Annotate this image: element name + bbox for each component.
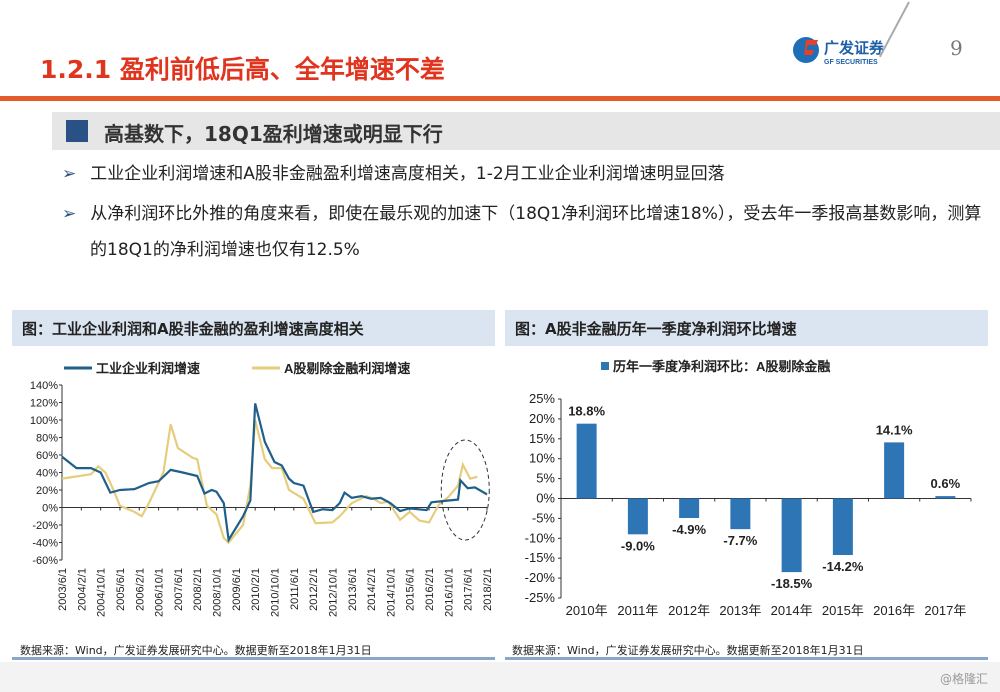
arrow-icon: ➢ bbox=[62, 204, 77, 224]
line-chart: 工业企业利润增速 A股剔除金融利润增速 140% 120% 100% 80% 60% 40% 2… bbox=[30, 361, 494, 617]
logo-cn: 广发证券 bbox=[824, 39, 885, 57]
y-tick-label: 25% bbox=[529, 391, 555, 406]
right-source: 数据来源：Wind，广发证券发展研究中心。数据更新至2018年1月31日 bbox=[512, 644, 864, 657]
x-tick-label: 2008/10/1 bbox=[212, 568, 224, 617]
x-tick-label: 2014/2/1 bbox=[366, 568, 378, 611]
footer-band bbox=[0, 662, 1000, 692]
x-tick-label: 2017年 bbox=[924, 603, 966, 618]
x-tick-label: 2013年 bbox=[719, 603, 761, 618]
bar bbox=[832, 498, 853, 556]
x-tick-label: 2006/10/1 bbox=[154, 568, 166, 617]
y-tick-label: 0% bbox=[42, 503, 58, 515]
x-tick-label: 2004/10/1 bbox=[96, 568, 108, 617]
y-tick-label: 60% bbox=[36, 450, 58, 462]
data-label: -14.2% bbox=[822, 559, 864, 574]
watermark: @格隆汇 bbox=[939, 672, 988, 686]
x-tick-label: 2016年 bbox=[873, 603, 915, 618]
y-tick-label: 10% bbox=[529, 451, 555, 466]
x-tick-label: 2012年 bbox=[668, 603, 710, 618]
data-label: 0.6% bbox=[931, 476, 961, 491]
bar-chart: 历年一季度净利润环比：A股剔除金融 25% 20% 15% 10% 5% 0% -5% -10%… bbox=[525, 359, 972, 618]
y-tick-label: 5% bbox=[536, 471, 555, 486]
x-tick-label: 2010/10/1 bbox=[270, 568, 282, 617]
bullet-1: ➢ 工业企业利润增速和A股非金融盈利增速高度相关，1-2月工业企业利润增速明显回落 bbox=[62, 164, 725, 184]
y-tick-label: -5% bbox=[532, 510, 556, 525]
x-tick-label: 2011年 bbox=[617, 603, 658, 618]
x-tick-label: 2015/6/1 bbox=[405, 568, 417, 611]
y-tick-label: 0% bbox=[536, 491, 555, 506]
left-source: 数据来源：Wind，广发证券发展研究中心。数据更新至2018年1月31日 bbox=[20, 644, 372, 657]
x-tick-label: 2017/6/1 bbox=[463, 568, 475, 611]
legend-label: 工业企业利润增速 bbox=[96, 361, 200, 376]
bar bbox=[884, 442, 905, 499]
right-chart-panel: 图：A股非金融历年一季度净利润环比增速 历年一季度净利润环比：A股剔除金融 25%… bbox=[505, 310, 988, 660]
x-tick-label: 2012/2/1 bbox=[308, 568, 320, 611]
section-band bbox=[52, 112, 1000, 150]
gf-securities-logo: 广发证券 GF SECURITIES bbox=[793, 37, 885, 66]
x-tick-label: 2014年 bbox=[771, 603, 813, 618]
y-tick-label: -10% bbox=[525, 530, 556, 545]
y-tick-label: -20% bbox=[32, 520, 58, 532]
header-rule bbox=[0, 96, 1000, 101]
section-heading: 高基数下，18Q1盈利增速或明显下行 bbox=[104, 122, 443, 146]
bar bbox=[935, 496, 956, 499]
x-tick-label: 2008/2/1 bbox=[192, 568, 204, 611]
y-tick-label: 20% bbox=[529, 411, 555, 426]
x-tick-label: 2018/2/1 bbox=[482, 568, 494, 611]
bar bbox=[576, 423, 597, 499]
x-tick-label: 2016/10/1 bbox=[443, 568, 455, 617]
data-label: -18.5% bbox=[771, 576, 813, 591]
legend-label: A股剔除金融利润增速 bbox=[284, 361, 410, 376]
x-tick-label: 2003/6/1 bbox=[57, 568, 69, 611]
legend-swatch bbox=[601, 362, 609, 370]
bullet-2: ➢ 从净利润环比外推的角度来看，即使在最乐观的加速下（18Q1净利润环比增速18%… bbox=[62, 204, 982, 260]
x-tick-label: 2006/2/1 bbox=[134, 568, 146, 611]
x-tick-label: 2015年 bbox=[822, 603, 864, 618]
x-tick-label: 2005/6/1 bbox=[115, 568, 127, 611]
series-line bbox=[61, 419, 478, 545]
data-label: 14.1% bbox=[876, 422, 913, 437]
page-number: 9 bbox=[950, 36, 963, 60]
y-tick-label: 20% bbox=[36, 485, 58, 497]
arrow-icon: ➢ bbox=[62, 164, 77, 184]
x-tick-label: 2010年 bbox=[566, 603, 608, 618]
x-tick-label: 2012/10/1 bbox=[327, 568, 339, 617]
series-line bbox=[61, 403, 488, 544]
section-square-icon bbox=[66, 120, 88, 142]
left-chart-title: 图：工业企业利润和A股非金融的盈利增速高度相关 bbox=[12, 310, 495, 346]
y-tick-label: 40% bbox=[36, 468, 58, 480]
bar bbox=[627, 498, 648, 535]
bar bbox=[679, 498, 700, 519]
logo-en: GF SECURITIES bbox=[824, 59, 878, 66]
data-label: 18.8% bbox=[568, 404, 605, 419]
left-chart-panel: 图：工业企业利润和A股非金融的盈利增速高度相关 工业企业利润增速 A股剔除金融利润… bbox=[12, 310, 495, 660]
data-label: -7.7% bbox=[723, 533, 757, 548]
x-tick-label: 2007/6/1 bbox=[173, 568, 185, 611]
y-tick-label: -15% bbox=[525, 550, 556, 565]
bar bbox=[730, 498, 751, 530]
y-tick-label: -60% bbox=[32, 555, 58, 567]
x-tick-label: 2010/2/1 bbox=[250, 568, 262, 611]
x-tick-label: 2016/2/1 bbox=[424, 568, 436, 611]
y-tick-label: 140% bbox=[30, 380, 58, 392]
y-tick-label: 120% bbox=[30, 398, 58, 410]
y-tick-label: 80% bbox=[36, 433, 58, 445]
x-tick-label: 2014/10/1 bbox=[385, 568, 397, 617]
slide-title: 1.2.1 盈利前低后高、全年增速不差 bbox=[40, 55, 445, 84]
x-tick-label: 2013/6/1 bbox=[347, 568, 359, 611]
data-label: -9.0% bbox=[621, 538, 655, 553]
y-tick-label: -20% bbox=[525, 570, 556, 585]
right-chart-title: 图：A股非金融历年一季度净利润环比增速 bbox=[505, 310, 988, 346]
bar bbox=[781, 498, 802, 573]
legend-label: 历年一季度净利润环比：A股剔除金融 bbox=[613, 359, 830, 374]
highlight-ellipse bbox=[440, 439, 490, 541]
x-tick-label: 2009/6/1 bbox=[231, 568, 243, 611]
y-tick-label: 100% bbox=[30, 415, 58, 427]
y-tick-label: 15% bbox=[529, 431, 555, 446]
x-tick-label: 2004/2/1 bbox=[76, 568, 88, 611]
y-tick-label: -25% bbox=[525, 590, 556, 605]
y-tick-label: -40% bbox=[32, 538, 58, 550]
x-tick-label: 2011/6/1 bbox=[289, 568, 301, 610]
data-label: -4.9% bbox=[672, 522, 706, 537]
